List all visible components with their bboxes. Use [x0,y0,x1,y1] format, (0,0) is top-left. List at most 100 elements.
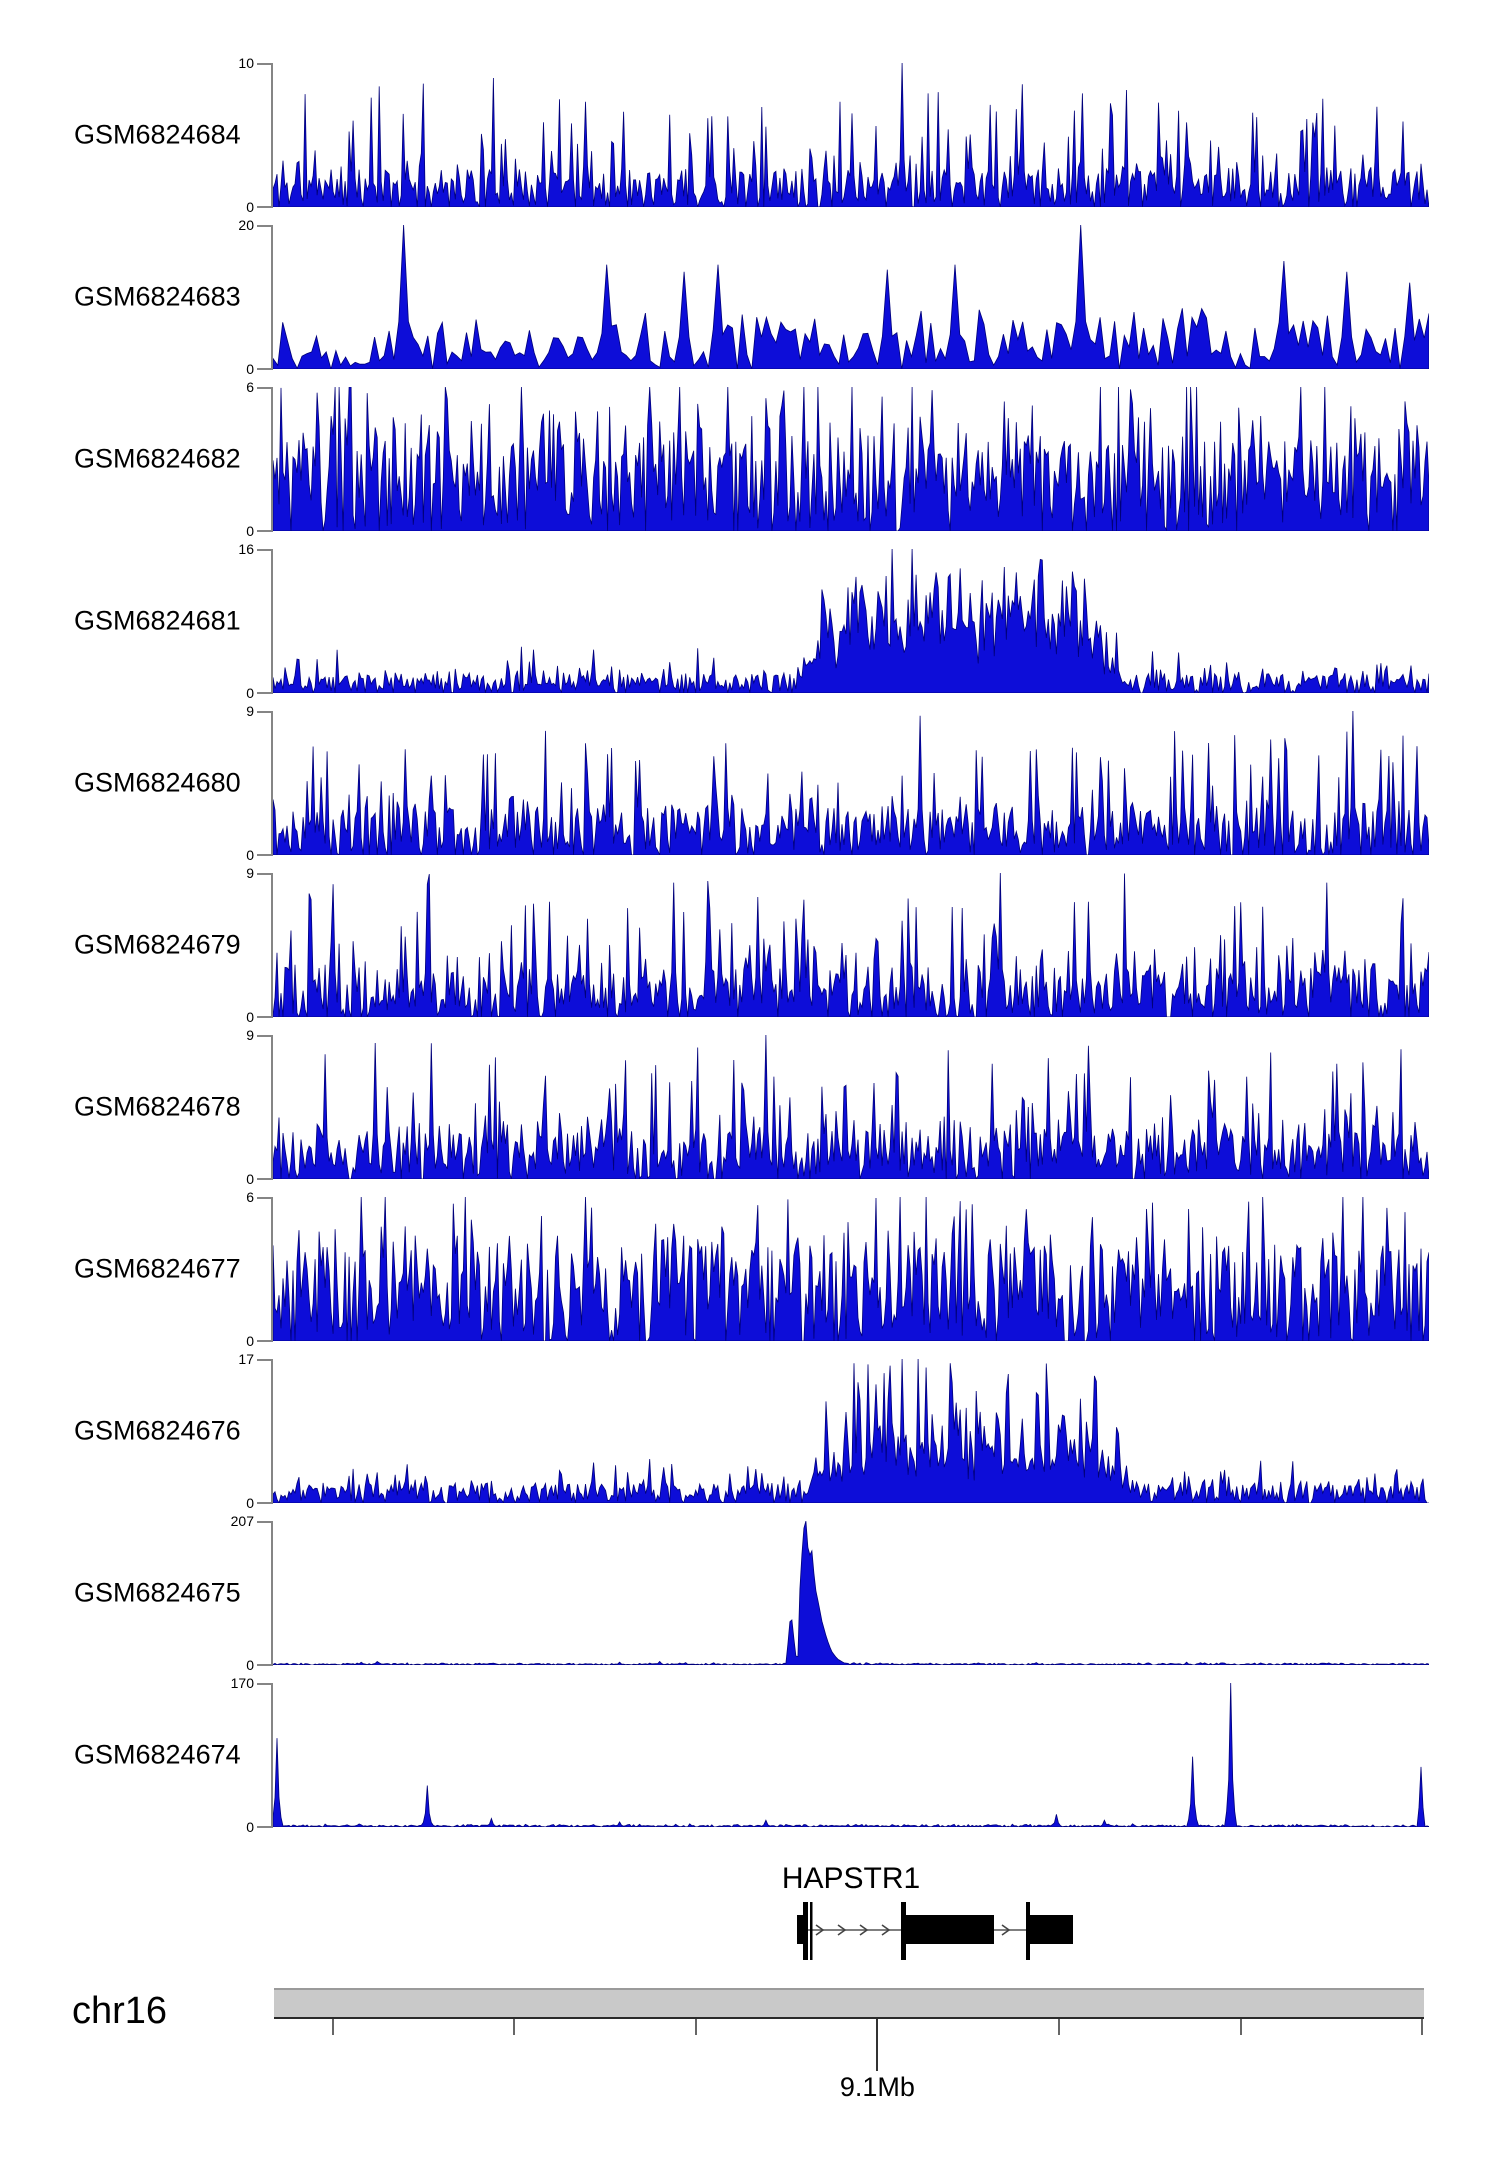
coverage-track-row: GSM6824676 17 0 [0,1351,1500,1511]
y-axis-top-tick [257,1197,272,1199]
y-axis-top-tick [257,1035,272,1037]
track-label: GSM6824683 [74,281,241,312]
coverage-trace [273,1521,1429,1665]
coverage-track-row: GSM6824678 9 0 [0,1027,1500,1187]
y-axis-zero-tick [257,1502,272,1504]
track-label: GSM6824675 [74,1577,241,1608]
coverage-trace [273,711,1429,855]
track-label: GSM6824680 [74,767,241,798]
position-label: 9.1Mb [839,2072,915,2102]
chromosome-bar [274,1988,1424,2017]
strand-arrow-icon [815,1924,825,1936]
y-axis-zero-tick [257,1826,272,1828]
y-axis-max-label: 20 [238,217,254,233]
coverage-track-row: GSM6824680 9 0 [0,703,1500,863]
track-label: GSM6824674 [74,1739,241,1770]
coverage-trace [273,1359,1429,1503]
coverage-track-row: GSM6824682 6 0 [0,379,1500,539]
strand-arrow-icon [881,1924,891,1936]
axis-tick [1421,2019,1424,2035]
strand-arrow-icon [1001,1924,1011,1936]
y-axis-zero-label: 0 [246,1819,254,1835]
y-axis-top-tick [257,387,272,389]
coverage-trace [273,387,1429,531]
track-label: GSM6824684 [74,119,241,150]
y-axis-zero-tick [257,854,272,856]
exon-boundary-bar [803,1902,808,1960]
y-axis-zero-label: 0 [246,523,254,539]
axis-tick [1057,2019,1060,2035]
axis-tick [694,2019,697,2035]
y-axis-zero-tick [257,692,272,694]
y-axis-top-tick [257,1359,272,1361]
coverage-trace [273,1197,1429,1341]
y-axis-top-tick [257,63,272,65]
y-axis-max-label: 10 [238,55,254,71]
chromosome-label: chr16 [72,1990,168,2032]
y-axis-line [271,387,273,532]
track-label: GSM6824679 [74,929,241,960]
coverage-track-row: GSM6824681 16 0 [0,541,1500,701]
y-axis-line [271,63,273,208]
y-axis-max-label: 16 [238,541,254,557]
coverage-track-row: GSM6824683 20 0 [0,217,1500,377]
y-axis-zero-tick [257,206,272,208]
y-axis-line [271,1197,273,1342]
coverage-track-row: GSM6824679 9 0 [0,865,1500,1025]
strand-arrow-icon [859,1924,869,1936]
track-label: GSM6824677 [74,1253,241,1284]
axis-tick-labeled [876,2019,879,2071]
y-axis-top-tick [257,1683,272,1685]
y-axis-zero-label: 0 [246,1009,254,1025]
y-axis-line [271,549,273,694]
track-label: GSM6824678 [74,1091,241,1122]
coverage-trace [273,225,1429,369]
y-axis-zero-tick [257,1178,272,1180]
coverage-track-row: GSM6824684 10 0 [0,55,1500,215]
y-axis-top-tick [257,873,272,875]
track-label: GSM6824676 [74,1415,241,1446]
exon-boundary-bar [810,1902,813,1960]
coverage-track-row: GSM6824674 170 0 [0,1675,1500,1835]
strand-arrow-icon [837,1924,847,1936]
axis-tick [331,2019,334,2035]
y-axis-max-label: 170 [230,1675,254,1691]
track-label: GSM6824682 [74,443,241,474]
axis-tick [1239,2019,1242,2035]
coverage-trace [273,63,1429,207]
y-axis-zero-label: 0 [246,1657,254,1673]
y-axis-line [271,1683,273,1828]
y-axis-zero-label: 0 [246,361,254,377]
y-axis-max-label: 9 [246,1027,254,1043]
y-axis-line [271,1035,273,1180]
y-axis-max-label: 9 [246,703,254,719]
y-axis-line [271,1359,273,1504]
gene-model [797,1902,1073,1960]
y-axis-zero-label: 0 [246,847,254,863]
y-axis-line [271,711,273,856]
y-axis-max-label: 6 [246,379,254,395]
gene-name-label: HAPSTR1 [781,1862,921,1895]
y-axis-zero-tick [257,530,272,532]
y-axis-top-tick [257,711,272,713]
track-label: GSM6824681 [74,605,241,636]
y-axis-zero-label: 0 [246,1333,254,1349]
y-axis-line [271,225,273,370]
coverage-trace [273,549,1429,693]
coverage-trace [273,1683,1429,1827]
coverage-trace [273,873,1429,1017]
y-axis-top-tick [257,1521,272,1523]
y-axis-max-label: 17 [238,1351,254,1367]
y-axis-zero-tick [257,1340,272,1342]
axis-tick [513,2019,516,2035]
coverage-trace [273,1035,1429,1179]
exon-box [1030,1915,1073,1944]
exon-box [906,1915,994,1944]
y-axis-zero-tick [257,1664,272,1666]
y-axis-line [271,1521,273,1666]
y-axis-max-label: 207 [230,1513,254,1529]
exon-box [797,1915,805,1944]
y-axis-top-tick [257,225,272,227]
y-axis-max-label: 9 [246,865,254,881]
